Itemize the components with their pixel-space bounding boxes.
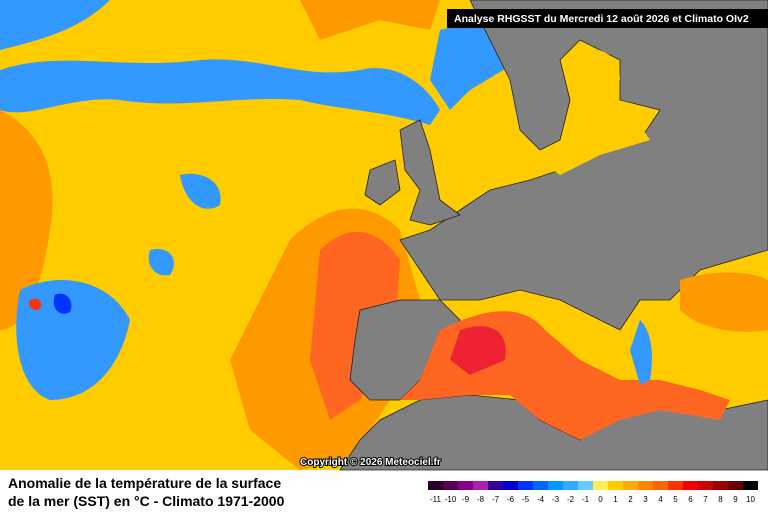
legend-label: -8 [477,495,485,504]
legend-label: -9 [462,495,470,504]
legend-swatch [608,481,623,490]
cold-area [180,173,221,209]
legend-swatch [473,481,488,490]
legend-label: 5 [673,495,678,504]
legend-swatch [683,481,698,490]
hot-core [450,326,506,375]
footer-title: de la mer (SST) en °C - Climato 1971-200… [8,493,285,509]
cold-area [0,59,440,125]
legend-label: 2 [628,495,633,504]
legend-swatch [443,481,458,490]
land-britain [399,119,461,226]
baltic [540,125,650,175]
legend-swatch [578,481,593,490]
hot-core [28,298,42,310]
legend-label: -10 [445,495,457,504]
legend-swatch [533,481,548,490]
header-title: Analyse RHGSST du Mercredi 12 août 2026 … [454,13,749,25]
legend-swatch [428,481,443,490]
cold-area [0,0,110,50]
legend-swatch [623,481,638,490]
cold-area [148,249,174,276]
legend-swatch [503,481,518,490]
legend-label: 9 [733,495,738,504]
legend-label: -1 [582,495,590,504]
black-sea [680,272,768,332]
cold-area [16,280,130,400]
legend-label: 4 [658,495,663,504]
legend-swatch [593,481,608,490]
footer-title: Anomalie de la température de la surface [8,475,281,491]
legend-swatch [698,481,713,490]
land-ireland [364,159,401,206]
land-europe [399,0,768,331]
header-bar [447,9,768,28]
legend-swatch [548,481,563,490]
aegean [630,320,652,385]
legend-label: 3 [643,495,648,504]
legend-swatch [518,481,533,490]
legend-swatch [653,481,668,490]
legend-label: 6 [688,495,693,504]
legend-swatch [668,481,683,490]
legend-swatch [713,481,728,490]
legend-swatch [638,481,653,490]
cold-core [53,293,72,314]
legend-label: -4 [537,495,545,504]
legend-swatch [488,481,503,490]
legend-swatch [563,481,578,490]
legend-swatch [728,481,743,490]
legend-label: 10 [746,495,755,504]
legend-label: -7 [492,495,500,504]
legend-swatch [743,481,758,490]
legend-label: -11 [430,495,442,504]
legend-label: 0 [598,495,603,504]
hot-area [310,231,400,420]
legend-label: -5 [522,495,530,504]
copyright: Copyright © 2026 Meteociel.fr [300,457,441,468]
warm-area [0,110,53,330]
legend-label: 7 [703,495,708,504]
legend-label: 8 [718,495,723,504]
legend-label: -3 [552,495,560,504]
legend-swatch [458,481,473,490]
warm-area [300,0,440,40]
legend-label: -2 [567,495,575,504]
legend-label: -6 [507,495,515,504]
legend-label: 1 [613,495,618,504]
baltic [580,48,620,100]
